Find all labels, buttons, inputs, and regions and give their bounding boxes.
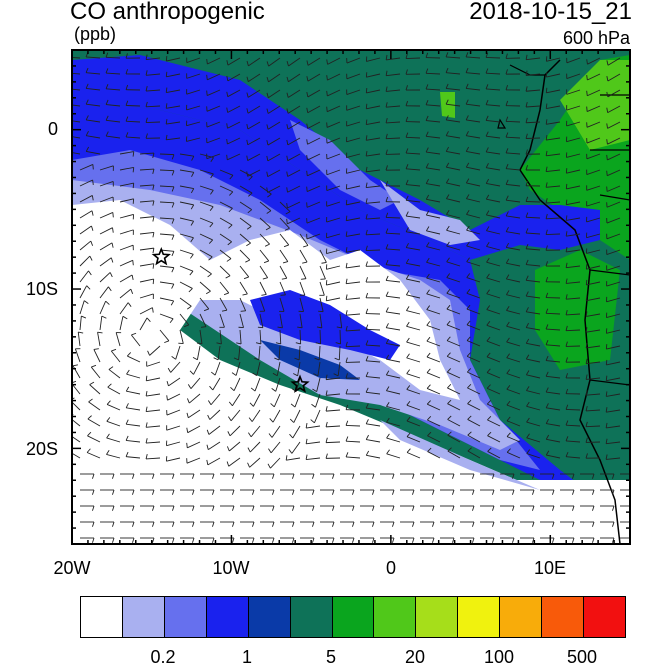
wind-barb: [326, 442, 340, 443]
colorbar-swatch: [123, 597, 165, 637]
wind-barb-flag: [66, 52, 68, 57]
wind-barb-flag: [201, 327, 206, 328]
co-concentration-field: [66, 50, 634, 544]
wind-barb-flag: [586, 296, 587, 301]
lat-label-10s: 10S: [8, 279, 58, 300]
colorbar-label: 1: [222, 647, 272, 668]
colorbar-swatch: [333, 597, 375, 637]
wind-barb-flag: [606, 360, 607, 365]
wind-barb-flag: [66, 131, 68, 135]
wind-barb-flag: [133, 260, 134, 265]
wind-barb-flag: [133, 183, 134, 188]
wind-barb: [366, 250, 380, 251]
wind-barb-flag: [187, 443, 188, 448]
colorbar-swatch: [542, 597, 584, 637]
wind-barb-flag: [632, 522, 634, 527]
colorbar-swatch: [584, 597, 625, 637]
colorbar-swatch: [291, 597, 333, 637]
lon-label-20w: 20W: [42, 558, 102, 579]
wind-barb: [506, 121, 520, 122]
lon-label-0: 0: [361, 558, 421, 579]
colorbar-swatch: [81, 597, 123, 637]
wind-barb-flag: [546, 88, 547, 93]
wind-barb-flag: [146, 376, 147, 381]
colorbar-swatch: [249, 597, 291, 637]
colorbar-swatch: [207, 597, 249, 637]
colorbar-label: 0.2: [138, 647, 188, 668]
wind-barb-flag: [327, 91, 328, 96]
wind-barb-flag: [366, 104, 367, 109]
wind-barb-flag: [632, 490, 634, 495]
colorbar-label: 500: [557, 647, 607, 668]
wind-barb: [546, 234, 560, 235]
wind-barb: [320, 330, 321, 344]
lat-label-0: 0: [8, 119, 58, 140]
lat-label-20s: 20S: [8, 439, 58, 460]
wind-barb: [346, 425, 360, 426]
wind-barb-flag: [346, 200, 347, 205]
colorbar-label: 20: [390, 647, 440, 668]
wind-barb-flag: [607, 155, 608, 160]
wind-barb-flag: [227, 155, 228, 160]
lon-label-10w: 10W: [201, 558, 261, 579]
wind-barb-flag: [632, 474, 634, 479]
wind-barb-flag: [632, 506, 634, 511]
wind-barb: [146, 122, 160, 123]
wind-barb-flag: [66, 84, 68, 89]
wind-barb-flag: [287, 219, 288, 224]
wind-barb-flag: [326, 296, 327, 301]
wind-barb-flag: [587, 91, 588, 96]
wind-barb-flag: [66, 116, 68, 120]
wind-barb: [386, 217, 400, 218]
wind-barb-flag: [93, 180, 94, 185]
wind-barb-flag: [566, 200, 567, 205]
wind-barb: [526, 138, 540, 139]
wind-barb-flag: [258, 327, 263, 328]
wind-barb-flag: [346, 216, 347, 221]
colorbar-swatch: [500, 597, 542, 637]
wind-barb-flag: [607, 171, 608, 176]
wind-barb: [566, 409, 580, 410]
wind-barb: [126, 105, 140, 106]
colorbar-label: 100: [474, 647, 524, 668]
wind-barb-flag: [133, 167, 134, 172]
wind-barb-flag: [587, 75, 588, 80]
wind-barb-flag: [566, 184, 567, 189]
colorbar-swatch: [374, 597, 416, 637]
wind-barb-flag: [327, 107, 328, 112]
wind-barb-flag: [207, 75, 208, 80]
colorbar-label: 5: [306, 647, 356, 668]
wind-barb-flag: [66, 68, 68, 73]
wind-barb-flag: [153, 279, 154, 284]
colorbar-swatch: [165, 597, 207, 637]
wind-barb-flag: [66, 100, 68, 105]
wind-barb-flag: [166, 72, 167, 77]
colorbar-swatch: [458, 597, 500, 637]
colorbar: [80, 596, 626, 638]
lon-label-10e: 10E: [520, 558, 580, 579]
wind-barb-flag: [307, 171, 308, 176]
wind-barb-flag: [586, 280, 587, 285]
wind-barb-flag: [66, 147, 68, 151]
colorbar-swatch: [416, 597, 458, 637]
wind-barb-flag: [632, 538, 634, 543]
wind-barb-flag: [606, 376, 607, 381]
wind-barb: [486, 57, 500, 58]
wind-barb: [406, 58, 420, 59]
wind-barb: [160, 154, 174, 155]
wind-barb: [340, 330, 341, 344]
wind-barb-flag: [241, 311, 246, 312]
